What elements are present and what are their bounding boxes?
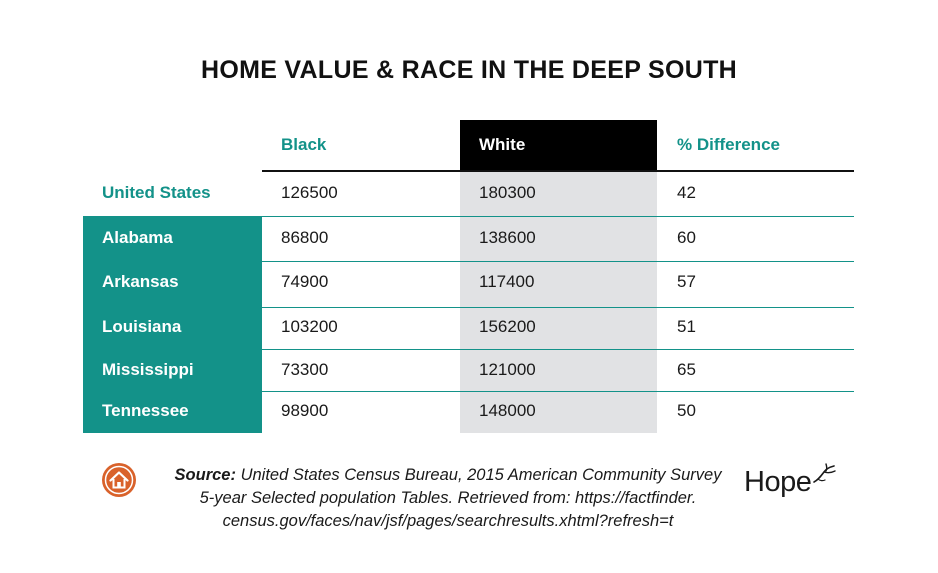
table-cell: 156200 xyxy=(479,317,536,336)
table-cell: 98900 xyxy=(281,401,329,420)
table-cell: 121000 xyxy=(479,360,536,379)
table-cell: 103200 xyxy=(281,317,338,336)
row-label: Arkansas xyxy=(102,272,179,291)
source-line-1: United States Census Bureau, 2015 Americ… xyxy=(240,466,722,484)
table-cell: 51 xyxy=(677,317,696,336)
table-cell: 50 xyxy=(677,401,696,420)
house-icon xyxy=(101,462,137,498)
table-cell: 65 xyxy=(677,360,696,379)
source-line-2: 5-year Selected population Tables. Retri… xyxy=(199,489,697,507)
source-note: Source: United States Census Bureau, 201… xyxy=(148,464,748,533)
logo-text: Hope xyxy=(744,466,812,498)
table-cell: 126500 xyxy=(281,183,338,202)
row-separator xyxy=(83,349,854,350)
row-separator xyxy=(83,261,854,262)
table-cell: 60 xyxy=(677,228,696,247)
row-label: United States xyxy=(102,183,211,202)
column-header: Black xyxy=(281,135,327,154)
table-cell: 138600 xyxy=(479,228,536,247)
row-separator xyxy=(83,391,854,392)
row-label: Alabama xyxy=(102,228,173,247)
dove-icon xyxy=(813,463,836,483)
data-table: Black White % Difference United States 12650… xyxy=(83,120,854,433)
row-separator xyxy=(83,307,854,308)
white-column-band xyxy=(460,170,657,433)
table-cell: 117400 xyxy=(479,272,535,291)
row-label: Louisiana xyxy=(102,317,182,336)
source-line-3: census.gov/faces/nav/jsf/pages/searchres… xyxy=(222,512,674,530)
table-cell: 57 xyxy=(677,272,696,291)
table-cell: 180300 xyxy=(479,183,536,202)
source-label: Source: xyxy=(174,466,236,484)
row-label: Tennessee xyxy=(102,401,189,420)
hope-logo: Hope xyxy=(744,462,840,508)
table-cell: 148000 xyxy=(479,401,536,420)
column-header: % Difference xyxy=(677,135,780,154)
table-cell: 73300 xyxy=(281,360,329,379)
table-cell: 42 xyxy=(677,183,696,202)
column-header: White xyxy=(479,135,526,154)
row-label: Mississippi xyxy=(102,360,194,379)
row-separator xyxy=(83,216,854,217)
white-column-header-bg xyxy=(460,120,657,170)
header-rule xyxy=(262,170,854,172)
state-label-band xyxy=(83,216,262,433)
table-cell: 74900 xyxy=(281,272,329,291)
table-cell: 86800 xyxy=(281,228,329,247)
chart-title: HOME VALUE & RACE IN THE DEEP SOUTH xyxy=(200,56,737,84)
